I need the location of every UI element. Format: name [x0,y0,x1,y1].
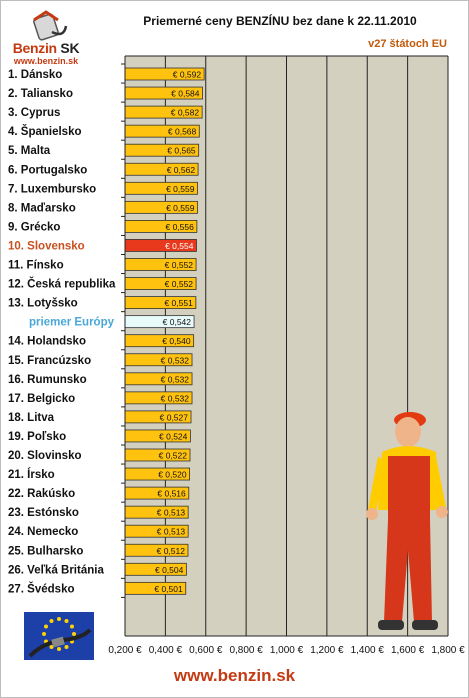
bar-value-label: € 0,551 [164,298,193,308]
bar-value-label: € 0,584 [171,89,200,99]
category-label: 9. Grécko [8,221,60,233]
bar-value-label: € 0,542 [163,317,192,327]
category-label: priemer Európy [29,317,115,329]
chart-title: Priemerné ceny BENZÍNU bez dane k 22.11.… [143,14,417,28]
logo: Benzin SK www.benzin.sk [6,10,86,66]
category-label: 26. Veľká Británia [8,564,104,576]
category-label: 7. Luxembursko [8,183,96,195]
bar-value-label: € 0,540 [162,336,191,346]
eu-flag-icon [24,612,94,660]
category-label: 22. Rakúsko [8,488,75,500]
category-label: 2. Taliansko [8,88,73,100]
category-label: 14. Holandsko [8,336,86,348]
category-label: 19. Poľsko [8,431,66,443]
bar-value-label: € 0,559 [166,203,195,213]
category-label: 24. Nemecko [8,526,78,538]
category-label: 12. Česká republika [8,278,116,291]
bar-value-label: € 0,512 [157,546,186,556]
x-tick-label: 1,000 € [270,645,304,656]
logo-url: www.benzin.sk [13,56,79,66]
mechanic-illustration [362,400,452,640]
category-label: 5. Malta [8,145,51,157]
bar-value-label: € 0,532 [161,393,190,403]
bar-value-label: € 0,520 [158,470,187,480]
chart-subtitle: v27 štátoch EU [368,38,447,50]
bar-value-label: € 0,562 [167,165,196,175]
fuel-nozzle-icon [33,10,68,41]
category-label: 10. Slovensko [8,240,85,252]
x-tick-label: 0,600 € [189,645,223,656]
category-label: 11. Fínsko [8,260,64,272]
category-label: 13. Lotyšsko [8,298,78,310]
bar-value-label: € 0,524 [159,431,188,441]
bar-value-label: € 0,552 [165,279,194,289]
bar-value-label: € 0,513 [157,527,186,537]
category-label: 16. Rumunsko [8,374,87,386]
category-label: 27. Švédsko [8,582,74,595]
category-label: 6. Portugalsko [8,164,87,176]
x-tick-label: 0,800 € [229,645,263,656]
bar-value-label: € 0,568 [168,127,197,137]
category-label: 25. Bulharsko [8,545,83,557]
bar-value-label: € 0,556 [165,222,194,232]
x-tick-label: 1,600 € [391,645,425,656]
category-label: 18. Litva [8,412,55,424]
bar-value-label: € 0,532 [161,355,190,365]
category-label: 1. Dánsko [8,69,62,81]
bar-value-label: € 0,554 [165,241,194,251]
bar-value-label: € 0,532 [161,374,190,384]
category-label: 17. Belgicko [8,393,75,405]
bar-value-label: € 0,522 [159,451,188,461]
category-label: 21. Írsko [8,468,55,481]
x-tick-label: 1,200 € [310,645,344,656]
bar-value-label: € 0,504 [155,565,184,575]
category-label: 20. Slovinsko [8,450,82,462]
bar-value-label: € 0,501 [154,584,183,594]
category-label: 3. Cyprus [8,107,60,119]
x-tick-label: 0,400 € [149,645,183,656]
category-label: 15. Francúzsko [8,355,91,367]
x-tick-label: 0,200 € [108,645,142,656]
bar-value-label: € 0,582 [171,108,200,118]
category-label: 4. Španielsko [8,125,82,138]
bar-value-label: € 0,592 [173,70,202,80]
bar-value-label: € 0,552 [165,260,194,270]
footer-url: www.benzin.sk [173,666,296,685]
bar-value-label: € 0,565 [167,146,196,156]
bar-value-label: € 0,513 [157,508,186,518]
category-label: 23. Estónsko [8,507,79,519]
bar-value-label: € 0,527 [160,412,189,422]
x-tick-label: 1,400 € [351,645,385,656]
bar-value-label: € 0,559 [166,184,195,194]
bar-value-label: € 0,516 [157,489,186,499]
logo-brand: Benzin SK [12,40,80,56]
x-tick-label: 1,800 € [431,645,465,656]
category-label: 8. Maďarsko [8,202,76,214]
